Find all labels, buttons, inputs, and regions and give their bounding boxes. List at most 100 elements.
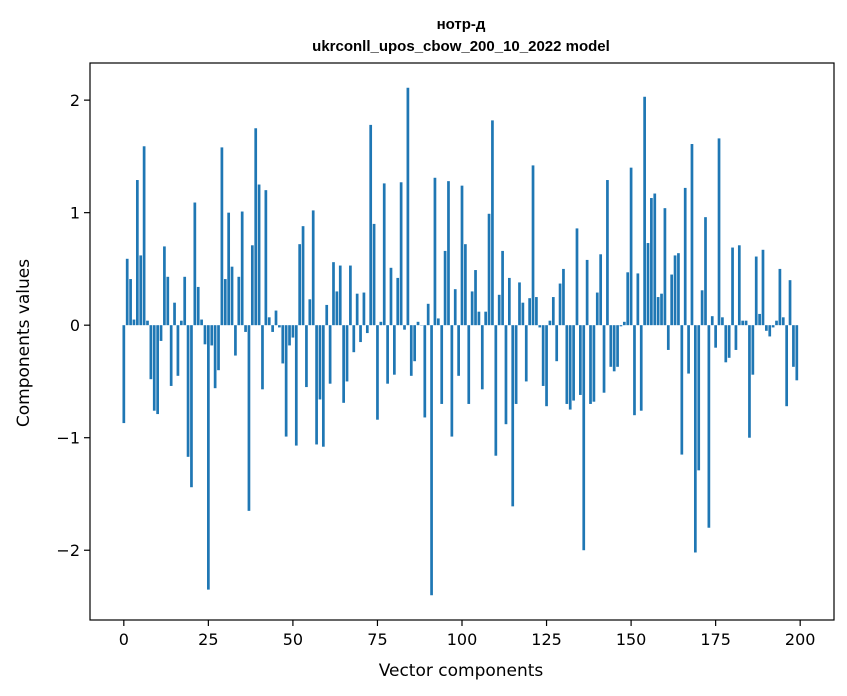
bar-component-30 <box>223 279 227 326</box>
bar-component-40 <box>257 184 261 326</box>
bar-component-104 <box>474 270 477 326</box>
bar-component-128 <box>555 325 559 362</box>
bar-component-42 <box>264 190 268 326</box>
bar-component-107 <box>484 311 488 326</box>
bar-component-155 <box>646 243 650 326</box>
bar-component-64 <box>338 265 342 326</box>
bar-component-106 <box>480 325 484 390</box>
bar-component-19 <box>186 325 190 457</box>
bar-component-16 <box>176 325 180 376</box>
bar-component-121 <box>531 165 535 326</box>
bar-component-156 <box>650 198 653 326</box>
bar-component-105 <box>477 311 481 326</box>
bar-component-136 <box>582 325 586 551</box>
bar-component-146 <box>616 325 619 367</box>
bar-component-92 <box>433 177 437 326</box>
bar-component-147 <box>619 325 623 327</box>
bar-component-13 <box>166 276 170 326</box>
bar-component-98 <box>453 289 457 326</box>
bar-component-94 <box>440 325 444 404</box>
bar-component-57 <box>315 325 318 445</box>
bar-component-177 <box>721 317 724 326</box>
x-tick-label: 125 <box>531 630 562 649</box>
bar-component-101 <box>464 244 467 326</box>
bar-component-176 <box>717 138 721 326</box>
bar-component-161 <box>666 325 670 350</box>
bar-component-182 <box>737 245 741 326</box>
bar-component-36 <box>244 325 247 332</box>
bar-component-85 <box>409 325 413 376</box>
bar-component-45 <box>274 310 278 326</box>
bar-component-108 <box>487 213 491 326</box>
bar-component-135 <box>579 325 582 395</box>
bar-component-1 <box>125 258 129 326</box>
bar-component-84 <box>406 87 410 326</box>
bar-component-91 <box>430 325 433 596</box>
x-tick-label: 175 <box>700 630 731 649</box>
bar-component-185 <box>748 325 751 438</box>
bar-component-195 <box>781 317 785 326</box>
bar-component-17 <box>179 320 183 326</box>
bar-component-133 <box>572 325 575 401</box>
bar-component-158 <box>656 297 660 326</box>
bar-component-134 <box>575 228 579 326</box>
bar-component-149 <box>626 272 630 326</box>
x-tick-label: 75 <box>367 630 387 649</box>
bar-component-114 <box>507 277 511 326</box>
bar-component-33 <box>234 325 237 356</box>
bar-component-6 <box>142 146 146 326</box>
bar-component-56 <box>311 210 315 326</box>
bar-component-5 <box>139 255 143 326</box>
bar-component-109 <box>491 120 494 326</box>
bar-component-54 <box>305 325 308 388</box>
bar-component-55 <box>308 299 312 326</box>
bar-component-163 <box>673 255 677 326</box>
bar-component-93 <box>436 318 440 326</box>
bar-component-139 <box>592 325 596 402</box>
x-tick-label: 200 <box>785 630 816 649</box>
bar-component-150 <box>629 167 633 326</box>
bar-component-8 <box>149 325 153 380</box>
bar-component-52 <box>298 244 302 326</box>
bar-component-80 <box>393 325 396 375</box>
bar-component-162 <box>670 274 674 326</box>
bar-component-87 <box>416 321 420 326</box>
bar-component-81 <box>396 277 400 326</box>
bar-component-95 <box>443 250 447 326</box>
bar-component-68 <box>352 325 356 353</box>
x-tick-label: 25 <box>198 630 218 649</box>
bar-component-37 <box>247 325 251 511</box>
bar-component-166 <box>683 187 687 326</box>
bar-component-0 <box>122 325 126 424</box>
bar-component-140 <box>595 292 599 326</box>
bar-component-181 <box>734 325 738 350</box>
bar-component-132 <box>568 325 572 410</box>
bar-component-41 <box>261 325 264 390</box>
bar-component-111 <box>497 294 501 326</box>
bar-component-173 <box>707 325 711 528</box>
bar-component-113 <box>504 325 508 425</box>
bar-component-123 <box>538 325 542 328</box>
bar-component-144 <box>609 325 613 367</box>
bar-component-90 <box>426 303 430 326</box>
bar-component-129 <box>558 283 562 326</box>
bar-component-78 <box>386 325 389 384</box>
bar-component-97 <box>450 325 454 437</box>
bar-component-183 <box>741 320 745 326</box>
bar-component-4 <box>135 180 139 326</box>
bar-component-184 <box>744 320 748 326</box>
y-tick-label: −2 <box>56 541 80 560</box>
bar-component-48 <box>284 325 288 437</box>
bar-component-141 <box>599 254 603 326</box>
bar-component-43 <box>267 317 271 326</box>
bar-component-71 <box>362 292 366 326</box>
bar-component-119 <box>524 325 528 382</box>
bar-component-193 <box>775 320 778 326</box>
bar-component-138 <box>589 325 592 404</box>
bar-component-10 <box>156 325 159 415</box>
y-axis-label: Components values <box>14 259 34 427</box>
chart-subtitle: ukrconll_upos_cbow_200_10_2022 model <box>312 38 610 55</box>
bar-component-51 <box>294 325 298 446</box>
bar-component-47 <box>281 325 285 364</box>
bar-component-73 <box>369 124 373 326</box>
